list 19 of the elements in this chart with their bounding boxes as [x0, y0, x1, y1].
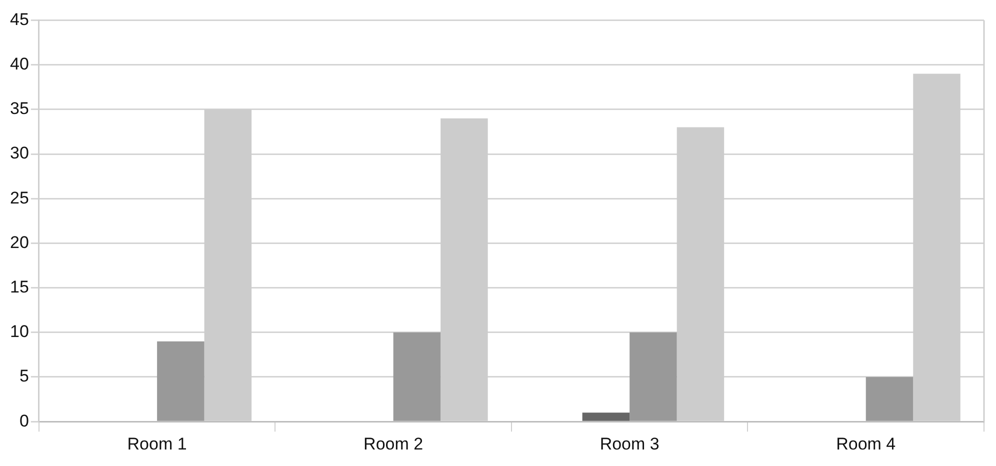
- y-tick-label: 35: [10, 99, 29, 118]
- x-tick-label: Room 3: [600, 434, 660, 454]
- bar: [393, 332, 441, 421]
- y-tick-label: 0: [19, 411, 29, 430]
- y-tick-label: 40: [10, 54, 29, 74]
- y-tick-label: 10: [10, 322, 29, 342]
- bar: [866, 377, 914, 421]
- x-tick-label: Room 1: [127, 434, 187, 454]
- y-tick-label: 15: [10, 277, 29, 296]
- bar: [157, 341, 204, 421]
- x-tick-label: Room 4: [836, 434, 896, 454]
- y-tick-label: 30: [10, 144, 29, 163]
- x-tick-label: Room 2: [364, 434, 424, 454]
- bar: [582, 412, 630, 421]
- y-tick-label: 5: [19, 366, 29, 386]
- y-tick-label: 45: [10, 10, 29, 29]
- y-tick-label: 25: [10, 188, 29, 208]
- y-tick-label: 20: [10, 232, 29, 252]
- bar: [630, 332, 677, 421]
